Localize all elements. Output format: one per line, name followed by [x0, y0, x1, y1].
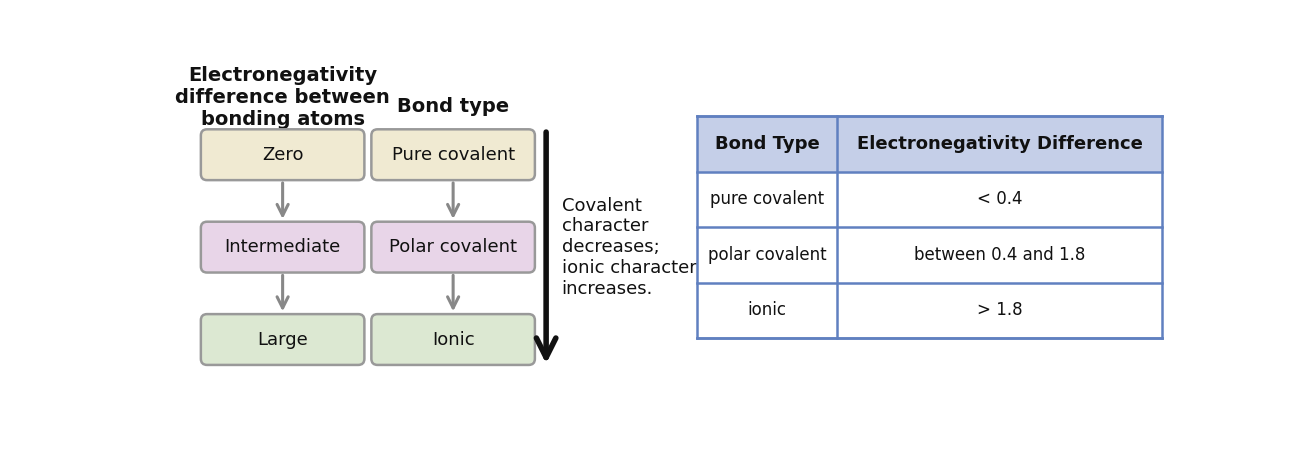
FancyBboxPatch shape	[202, 314, 364, 365]
Text: Electronegativity
difference between
bonding atoms: Electronegativity difference between bon…	[176, 66, 390, 129]
FancyBboxPatch shape	[202, 222, 364, 272]
FancyBboxPatch shape	[372, 314, 534, 365]
Text: Pure covalent: Pure covalent	[391, 146, 515, 164]
Text: Ionic: Ionic	[432, 330, 474, 349]
Text: Intermediate: Intermediate	[225, 238, 341, 256]
FancyBboxPatch shape	[697, 227, 1162, 283]
Text: Bond type: Bond type	[396, 97, 510, 116]
FancyBboxPatch shape	[202, 129, 364, 180]
Text: Zero: Zero	[261, 146, 303, 164]
Text: pure covalent: pure covalent	[710, 190, 824, 208]
Text: ionic: ionic	[747, 301, 786, 319]
Text: polar covalent: polar covalent	[707, 246, 827, 264]
Text: > 1.8: > 1.8	[976, 301, 1022, 319]
FancyBboxPatch shape	[372, 222, 534, 272]
Text: Large: Large	[257, 330, 308, 349]
FancyBboxPatch shape	[697, 116, 1162, 172]
Text: between 0.4 and 1.8: between 0.4 and 1.8	[914, 246, 1086, 264]
Text: Polar covalent: Polar covalent	[389, 238, 517, 256]
FancyBboxPatch shape	[372, 129, 534, 180]
FancyBboxPatch shape	[697, 172, 1162, 227]
FancyBboxPatch shape	[697, 283, 1162, 338]
Text: Electronegativity Difference: Electronegativity Difference	[857, 135, 1143, 153]
Text: Covalent
character
decreases;
ionic character
increases.: Covalent character decreases; ionic char…	[562, 197, 697, 298]
Text: Bond Type: Bond Type	[715, 135, 819, 153]
Text: < 0.4: < 0.4	[976, 190, 1022, 208]
